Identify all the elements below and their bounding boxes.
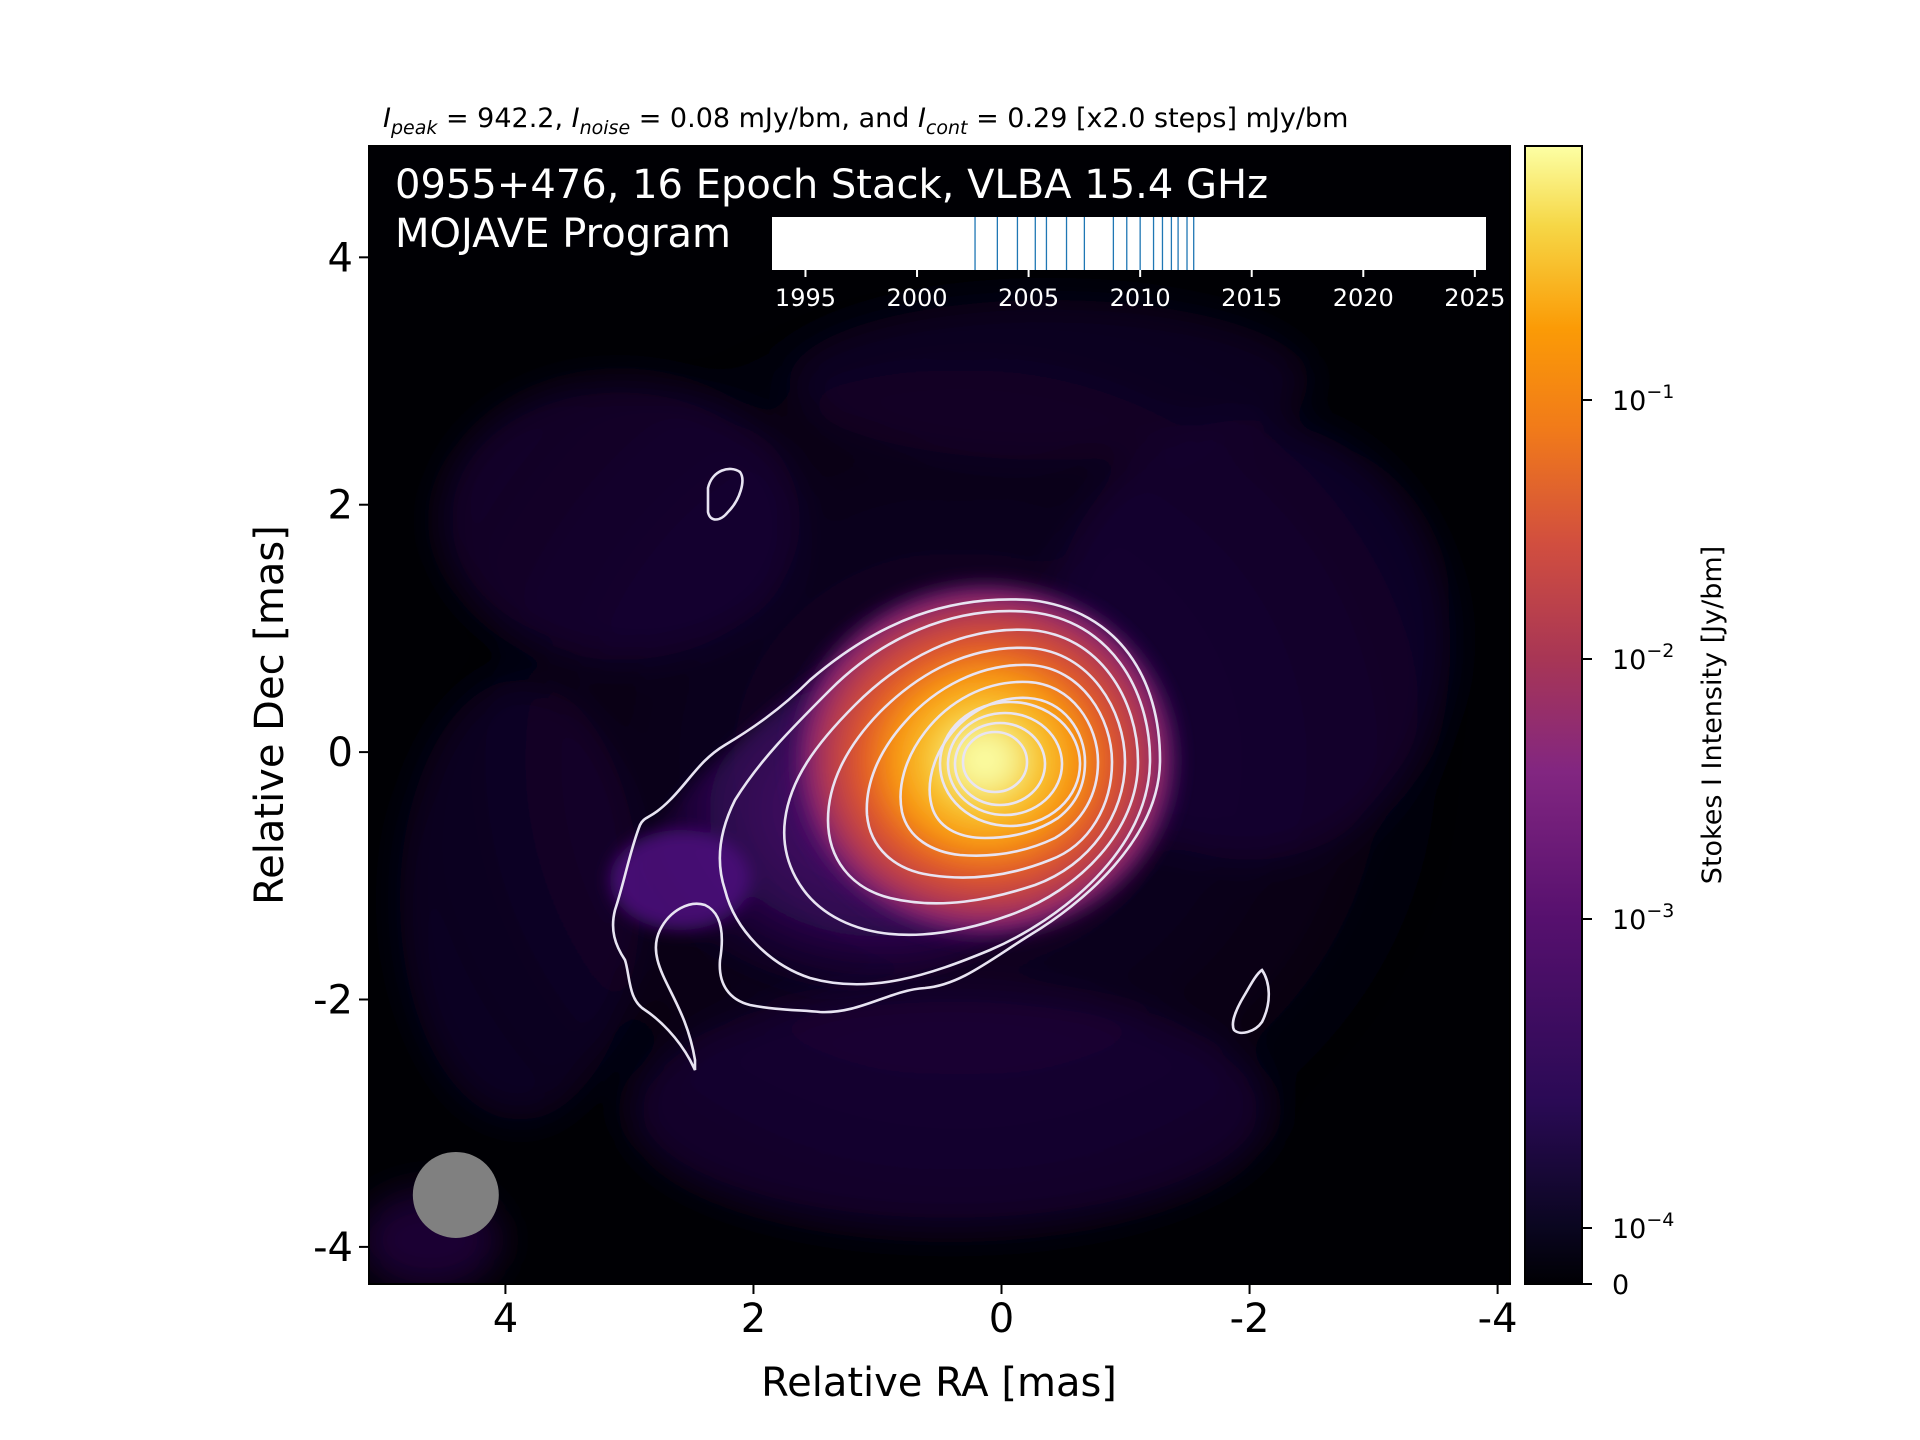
epoch-tick-label: 2020 <box>1333 284 1394 312</box>
contour-level-11 <box>961 730 1029 794</box>
y-axis: 4 2 0 -2 -4 <box>313 235 369 1271</box>
contour-level-5 <box>865 663 1114 879</box>
epoch-tick-label: 2005 <box>998 284 1059 312</box>
epoch-tick-label: 2015 <box>1221 284 1282 312</box>
x-axis: 4 2 0 -2 -4 <box>493 1284 1518 1342</box>
contour-level-3 <box>782 628 1140 937</box>
epoch-timeline: 1995 2000 2005 2010 2015 2020 2025 <box>772 217 1505 312</box>
epoch-tick-label: 1995 <box>775 284 836 312</box>
contour-level-2 <box>718 609 1152 986</box>
epoch-timeline-box <box>772 217 1486 270</box>
x-tick-label: 0 <box>989 1296 1014 1342</box>
colorbar-tick-label: 10−3 <box>1612 900 1674 936</box>
epoch-tick-label: 2010 <box>1110 284 1171 312</box>
contour-level-8 <box>938 700 1082 828</box>
colorbar: 10−1 10−2 10−3 10−4 0 Stokes I Intensity [Jy… <box>1524 145 1728 1301</box>
contour-level-1 <box>611 598 1162 1071</box>
x-tick-label: -4 <box>1478 1296 1518 1342</box>
colorbar-tick-label: 10−4 <box>1612 1209 1674 1245</box>
colorbar-tick-label: 10−2 <box>1612 640 1674 676</box>
x-tick-label: 2 <box>741 1296 766 1342</box>
colorbar-tick-label: 10−1 <box>1612 381 1674 417</box>
epoch-tick-label: 2025 <box>1444 284 1505 312</box>
y-tick-label: 4 <box>328 235 353 281</box>
figure-header: Ipeak = 942.2, Inoise = 0.08 mJy/bm, and… <box>383 103 1348 139</box>
contours <box>611 467 1271 1071</box>
contour-level-6 <box>899 680 1100 857</box>
colorbar-gradient <box>1524 145 1583 1285</box>
contour-level-9 <box>946 711 1064 817</box>
x-axis-label: Relative RA [mas] <box>761 1360 1117 1406</box>
contour-island-north <box>706 467 744 521</box>
image-panel <box>369 146 1510 1284</box>
source-title: 0955+476, 16 Epoch Stack, VLBA 15.4 GHz <box>395 162 1268 208</box>
contour-level-10 <box>953 721 1047 807</box>
x-tick-label: -2 <box>1230 1296 1270 1342</box>
contour-level-4 <box>826 646 1127 905</box>
colorbar-label: Stokes I Intensity [Jy/bm] <box>1697 546 1728 884</box>
y-tick-label: -2 <box>313 978 353 1024</box>
y-tick-label: 2 <box>328 483 353 529</box>
y-axis-label: Relative Dec [mas] <box>247 525 293 905</box>
contour-level-7 <box>928 696 1087 840</box>
beam <box>412 1151 499 1238</box>
y-tick-label: 0 <box>328 730 353 776</box>
program-title: MOJAVE Program <box>395 211 731 257</box>
contour-island-west <box>1231 968 1271 1035</box>
colorbar-tick-label: 0 <box>1612 1270 1629 1301</box>
y-tick-label: -4 <box>313 1225 353 1271</box>
plot-frame <box>368 145 1511 1285</box>
x-tick-label: 4 <box>493 1296 518 1342</box>
epoch-tick-label: 2000 <box>886 284 947 312</box>
